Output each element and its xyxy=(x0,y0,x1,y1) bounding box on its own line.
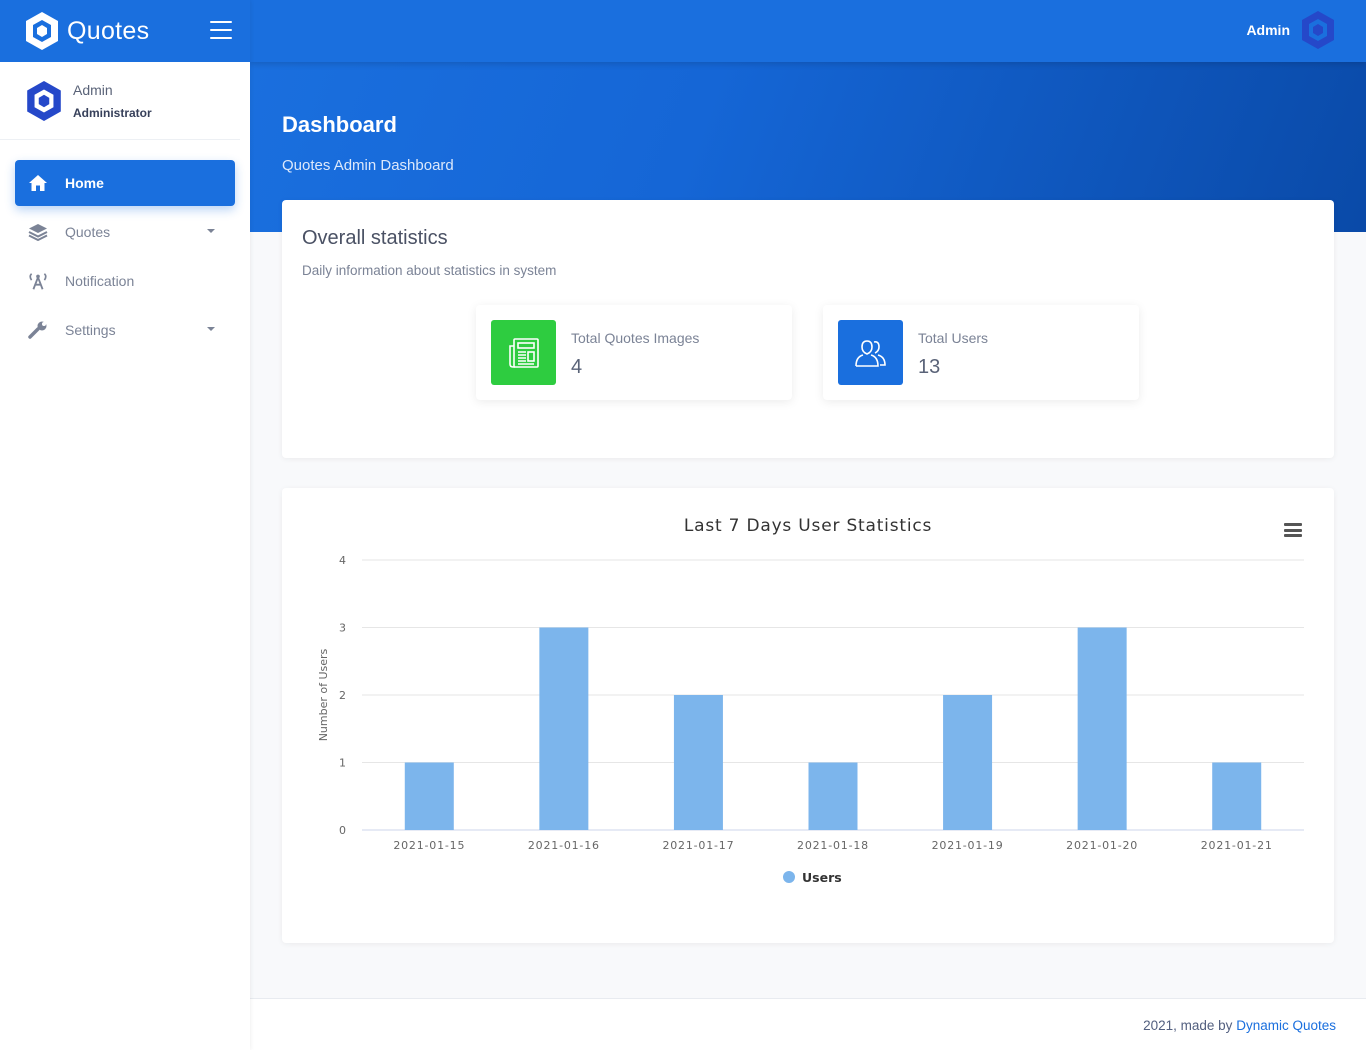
stat-value: 4 xyxy=(571,356,583,378)
app-logo-icon[interactable] xyxy=(24,11,60,51)
sidebar-item-settings[interactable]: Settings xyxy=(15,307,235,353)
brand-bar: Quotes xyxy=(0,0,250,62)
stat-label: Total Users xyxy=(918,330,989,346)
y-tick-label: 1 xyxy=(339,757,346,770)
x-tick-label: 2021-01-16 xyxy=(528,839,600,852)
avatar-icon xyxy=(1302,11,1334,49)
footer: 2021, made by Dynamic Quotes xyxy=(250,998,1366,1050)
wrench-icon xyxy=(27,319,49,341)
sidebar-user-name: Admin xyxy=(73,81,113,98)
y-tick-label: 2 xyxy=(339,689,346,702)
x-tick-label: 2021-01-17 xyxy=(662,839,734,852)
bar xyxy=(1212,762,1262,830)
bar xyxy=(673,695,723,830)
bar-chart: Last 7 Days User Statistics Number of Us… xyxy=(317,516,1304,885)
footer-text: 2021, made by Dynamic Quotes xyxy=(1143,1018,1336,1033)
page-subtitle: Quotes Admin Dashboard xyxy=(282,157,454,174)
sidebar-item-label: Quotes xyxy=(65,224,111,240)
stats-description: Daily information about statistics in sy… xyxy=(302,263,557,278)
chart-title: Last 7 Days User Statistics xyxy=(684,516,932,536)
sidebar-item-label: Home xyxy=(65,175,104,191)
sidebar-item-label: Notification xyxy=(65,273,135,289)
overall-statistics-card: Overall statistics Daily information abo… xyxy=(282,200,1334,458)
legend-marker xyxy=(783,871,795,883)
stat-box-total-users: Total Users 13 xyxy=(823,305,1139,400)
stats-title: Overall statistics xyxy=(302,227,448,249)
x-tick-label: 2021-01-20 xyxy=(1066,839,1138,852)
chevron-down-icon xyxy=(207,229,215,233)
sidebar-item-notification[interactable]: Notification xyxy=(15,258,235,304)
chevron-down-icon xyxy=(207,327,215,331)
home-icon xyxy=(27,172,49,194)
topbar-user-name: Admin xyxy=(1246,22,1290,38)
topbar: Admin xyxy=(250,0,1366,62)
topbar-user-menu[interactable]: Admin xyxy=(1246,10,1336,50)
chart-y-axis-label: Number of Users xyxy=(317,648,330,741)
broadcast-icon xyxy=(27,270,49,292)
bar xyxy=(539,627,589,830)
bar xyxy=(1077,627,1127,830)
sidebar-item-quotes[interactable]: Quotes xyxy=(15,209,235,255)
y-tick-label: 0 xyxy=(339,824,346,837)
bar xyxy=(943,695,993,830)
stat-label: Total Quotes Images xyxy=(571,330,700,346)
stat-value: 13 xyxy=(918,356,941,378)
x-tick-label: 2021-01-19 xyxy=(932,839,1004,852)
sidebar-user-role: Administrator xyxy=(73,105,152,120)
layers-icon xyxy=(27,221,49,243)
user-statistics-chart-card: Last 7 Days User Statistics Number of Us… xyxy=(282,488,1334,943)
avatar xyxy=(24,79,64,123)
legend-label: Users xyxy=(802,870,842,885)
users-icon xyxy=(838,320,903,385)
y-tick-label: 3 xyxy=(339,622,346,635)
x-tick-label: 2021-01-18 xyxy=(797,839,869,852)
sidebar-user: Admin Administrator xyxy=(0,62,240,140)
x-tick-label: 2021-01-15 xyxy=(393,839,465,852)
app-name[interactable]: Quotes xyxy=(67,16,150,45)
y-tick-label: 4 xyxy=(339,554,346,567)
bar xyxy=(404,762,454,830)
stat-box-quotes-images: Total Quotes Images 4 xyxy=(476,305,792,400)
sidebar-item-label: Settings xyxy=(65,322,116,338)
newspaper-icon xyxy=(491,320,556,385)
sidebar-item-home[interactable]: Home xyxy=(15,160,235,206)
page-title: Dashboard xyxy=(282,112,397,137)
sidebar: Quotes Admin Administrator Home xyxy=(0,0,250,1050)
footer-credit: 2021, made by xyxy=(1143,1018,1237,1033)
x-tick-label: 2021-01-21 xyxy=(1201,839,1273,852)
sidebar-nav: Home Quotes Notification Settings xyxy=(0,140,250,353)
menu-toggle-icon[interactable] xyxy=(210,21,232,39)
footer-link[interactable]: Dynamic Quotes xyxy=(1236,1018,1336,1033)
bar xyxy=(808,762,858,830)
chart-menu-icon[interactable] xyxy=(1284,523,1302,537)
